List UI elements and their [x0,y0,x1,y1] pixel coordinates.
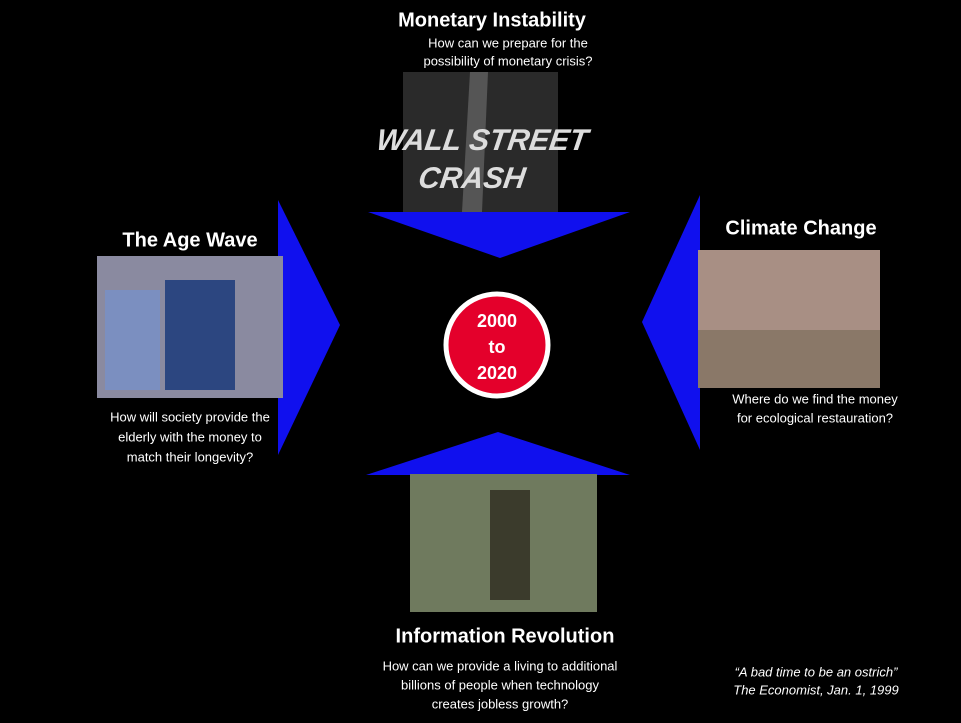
question: elderly with the money to [118,429,262,444]
slide: WALL STREET CRASH 2000 to 2020 Monetary … [0,0,961,723]
question: How will society provide the [110,409,270,424]
image-figure [490,490,530,600]
image-waves [698,330,880,388]
question: possibility of monetary crisis? [423,53,592,68]
question: for ecological restauration? [737,410,893,425]
section-title: Monetary Instability [398,9,587,31]
image-figure [165,280,235,390]
image-figure [105,290,160,390]
question: How can we provide a living to additiona… [383,658,618,673]
section-title: Climate Change [725,217,876,239]
quote: “A bad time to be an ostrich” [735,664,898,679]
question: Where do we find the money [732,391,898,406]
question: match their longevity? [127,449,253,464]
question: creates jobless growth? [432,696,569,711]
question: How can we prepare for the [428,35,588,50]
quote: The Economist, Jan. 1, 1999 [733,682,898,697]
section-title: The Age Wave [122,229,257,251]
image-text: WALL STREET [374,124,592,157]
center-text: 2000 [477,311,517,331]
section-title: Information Revolution [396,625,615,647]
image-text: CRASH [416,162,528,195]
center-text: 2020 [477,363,517,383]
center-text: to [489,337,506,357]
question: billions of people when technology [401,677,600,692]
